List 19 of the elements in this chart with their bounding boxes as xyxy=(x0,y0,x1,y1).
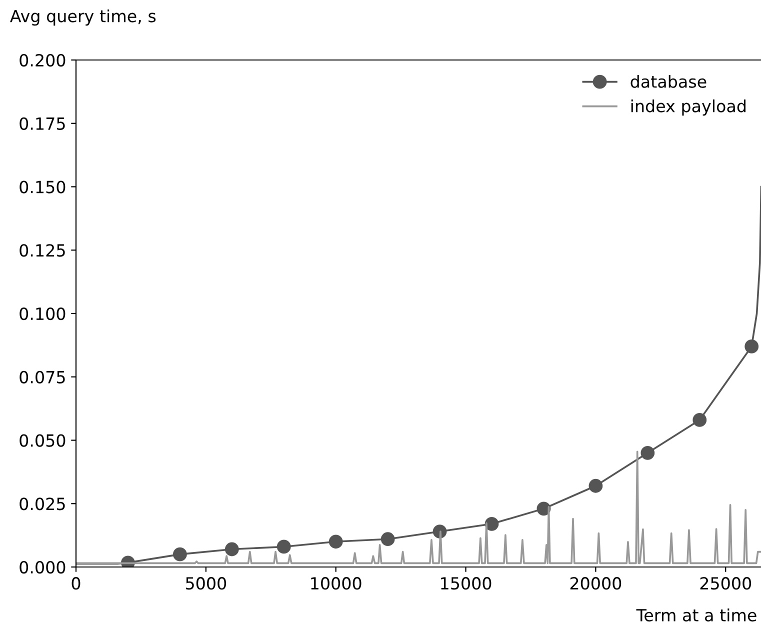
x-tick-label: 0 xyxy=(72,577,80,590)
y-tick-label: 0.025 xyxy=(20,498,65,510)
y-tick-label: 0.100 xyxy=(20,307,66,320)
y-tick-label: 0.200 xyxy=(20,54,66,67)
y-axis-title: Avg query time, s xyxy=(10,9,156,26)
legend-label: index payload xyxy=(631,99,746,116)
x-tick-label: 20000 xyxy=(570,577,622,590)
x-axis-title: Term at a time xyxy=(636,608,756,622)
x-tick-label: 15000 xyxy=(441,577,492,590)
y-tick-label: 0.050 xyxy=(20,434,66,447)
x-tick-label: 25000 xyxy=(700,577,752,590)
y-tick-label: 0.175 xyxy=(20,117,65,130)
y-tick-label: 0.000 xyxy=(20,560,66,574)
y-tick-label: 0.150 xyxy=(20,180,66,194)
x-tick-label: 10000 xyxy=(311,577,362,590)
legend-label: database xyxy=(630,75,706,88)
y-tick-label: 0.125 xyxy=(20,244,65,257)
x-tick-label: 5000 xyxy=(186,577,226,590)
y-tick-label: 0.075 xyxy=(20,370,65,384)
